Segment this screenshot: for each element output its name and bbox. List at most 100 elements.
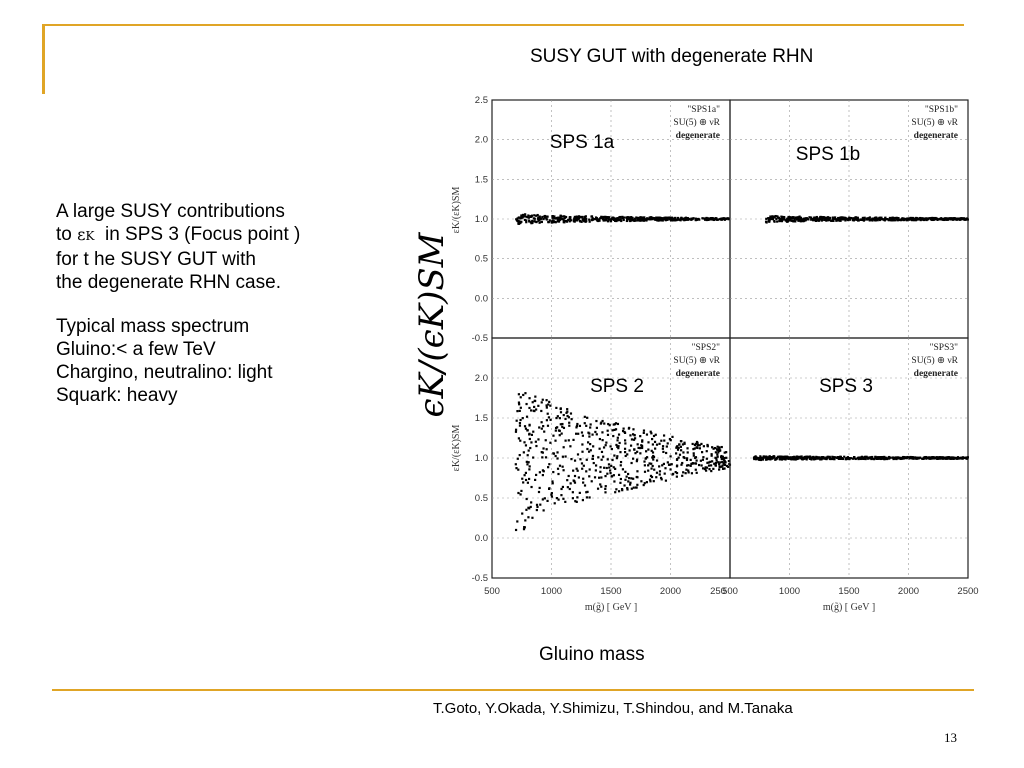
y-tick-label: 0.5 bbox=[475, 254, 488, 265]
scatter-point bbox=[823, 218, 827, 222]
scatter-point bbox=[541, 451, 544, 454]
scatter-point bbox=[541, 215, 544, 219]
scatter-point bbox=[601, 439, 604, 442]
scatter-point bbox=[600, 450, 604, 454]
scatter-point bbox=[623, 484, 626, 487]
scatter-point bbox=[545, 215, 548, 218]
citation: T.Goto, Y.Okada, Y.Shimizu, T.Shindou, a… bbox=[433, 700, 793, 717]
scatter-point bbox=[524, 444, 528, 447]
scatter-point bbox=[966, 456, 969, 460]
scatter-point bbox=[537, 404, 540, 407]
scatter-point bbox=[519, 439, 522, 442]
scatter-point bbox=[714, 451, 717, 454]
scatter-point bbox=[621, 468, 625, 471]
scatter-point bbox=[605, 441, 608, 444]
scatter-point bbox=[588, 435, 591, 438]
scatter-point bbox=[624, 470, 627, 473]
scatter-point bbox=[630, 438, 634, 441]
scatter-point bbox=[633, 448, 636, 451]
scatter-point bbox=[895, 216, 898, 219]
scatter-point bbox=[919, 217, 922, 220]
scatter-point bbox=[712, 447, 715, 450]
scatter-point bbox=[570, 219, 573, 222]
scatter-point bbox=[540, 409, 543, 413]
scatter-point bbox=[619, 477, 622, 481]
scatter-point bbox=[547, 221, 550, 224]
scatter-point bbox=[877, 217, 881, 220]
scatter-point bbox=[844, 218, 848, 221]
scatter-point bbox=[678, 218, 681, 221]
scatter-point bbox=[815, 215, 818, 219]
scatter-point bbox=[616, 445, 619, 448]
scatter-point bbox=[604, 491, 607, 494]
scatter-point bbox=[676, 458, 679, 461]
scatter-point bbox=[612, 466, 615, 469]
scatter-point bbox=[935, 217, 939, 220]
scatter-point bbox=[562, 413, 565, 417]
scatter-point bbox=[868, 216, 871, 219]
scatter-point bbox=[567, 416, 571, 419]
scatter-point bbox=[601, 419, 604, 423]
scatter-point bbox=[543, 215, 546, 218]
y-tick-label: 0.5 bbox=[475, 493, 488, 504]
scatter-point bbox=[889, 456, 892, 459]
scatter-point bbox=[700, 464, 703, 467]
panel-label: SPS 1b bbox=[796, 144, 860, 165]
scatter-point bbox=[580, 431, 584, 434]
scatter-point bbox=[694, 468, 697, 471]
scatter-point bbox=[582, 481, 585, 484]
scatter-point bbox=[556, 218, 559, 222]
body-line-2: to εK in SPS 3 (Focus point ) bbox=[56, 223, 300, 248]
scatter-point bbox=[848, 218, 851, 221]
scatter-point bbox=[632, 438, 636, 441]
scatter-point bbox=[852, 457, 855, 460]
scatter-point bbox=[696, 446, 699, 450]
scatter-point bbox=[572, 219, 576, 222]
body-line-6: Gluino:< a few TeV bbox=[56, 339, 216, 360]
scatter-point bbox=[583, 215, 586, 219]
scatter-point bbox=[629, 481, 632, 484]
scatter-point bbox=[518, 453, 521, 457]
scatter-point bbox=[644, 218, 647, 221]
scatter-point bbox=[941, 456, 945, 460]
scatter-point bbox=[897, 216, 900, 220]
scatter-point bbox=[791, 216, 794, 219]
scatter-point bbox=[727, 465, 730, 468]
scatter-point bbox=[568, 217, 571, 220]
scatter-point bbox=[559, 423, 562, 426]
scatter-point bbox=[655, 443, 659, 446]
scatter-point bbox=[822, 216, 825, 220]
scatter-point bbox=[947, 218, 950, 221]
scatter-point bbox=[715, 459, 718, 462]
x-tick-label: 1000 bbox=[541, 586, 562, 597]
scatter-point bbox=[908, 457, 911, 460]
scatter-point bbox=[524, 478, 528, 482]
scatter-point bbox=[561, 422, 564, 426]
scatter-point bbox=[923, 456, 927, 460]
scatter-point bbox=[687, 469, 690, 472]
scatter-point bbox=[694, 456, 698, 459]
scatter-point bbox=[949, 217, 952, 220]
scatter-point bbox=[569, 445, 572, 448]
scatter-point bbox=[680, 218, 684, 221]
scatter-point bbox=[837, 219, 840, 222]
scatter-point bbox=[780, 215, 784, 219]
epsilon-k-symbol: εK bbox=[77, 225, 94, 244]
scatter-point bbox=[566, 479, 569, 482]
scatter-point bbox=[529, 505, 532, 509]
scatter-point bbox=[624, 439, 627, 442]
scatter-point bbox=[591, 454, 595, 458]
scatter-point bbox=[648, 218, 652, 221]
scatter-point bbox=[640, 446, 644, 450]
scatter-point bbox=[677, 456, 680, 459]
scatter-point bbox=[615, 488, 618, 491]
scatter-point bbox=[639, 218, 642, 221]
scatter-point bbox=[866, 218, 869, 221]
scatter-point bbox=[725, 456, 728, 459]
scatter-point bbox=[533, 405, 536, 409]
scatter-point bbox=[519, 418, 522, 422]
scatter-point bbox=[914, 218, 918, 222]
scatter-point bbox=[812, 219, 815, 222]
scatter-point bbox=[691, 442, 694, 446]
scatter-point bbox=[545, 218, 548, 221]
